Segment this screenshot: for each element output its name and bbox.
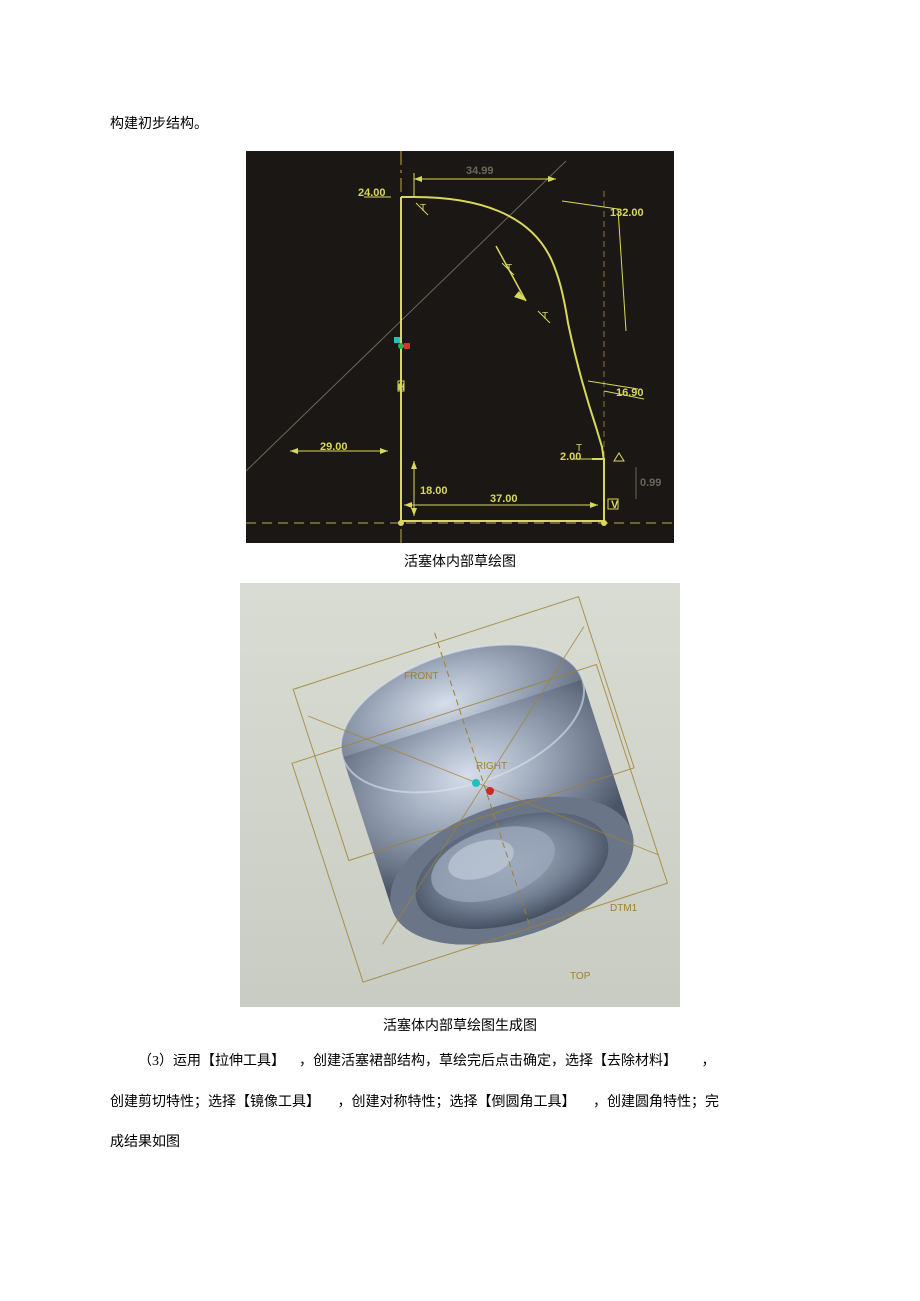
p3a: 创建剪切特性；选择【镜像工具】 (110, 1095, 320, 1110)
label-h: H (398, 382, 405, 392)
figure-2-render: FRONT RIGHT DTM1 TOP (240, 583, 680, 1007)
dim-3499: 34.99 (466, 165, 494, 177)
plane-front: FRONT (404, 671, 438, 682)
paragraph-5: 成结果如图 (110, 1128, 810, 1159)
render-svg (240, 583, 680, 1007)
label-v: V (611, 499, 618, 511)
p2b: ，创建活塞裙部结构，草绘完后点击确定，选择【去除材料】 (299, 1054, 677, 1069)
caption-1: 活塞体内部草绘图 (110, 551, 810, 571)
dim-2: 2.00 (560, 451, 581, 463)
paragraph-3: （3）运用【拉伸工具】 ，创建活塞裙部结构，草绘完后点击确定，选择【去除材料】 … (110, 1047, 810, 1078)
figure-2-wrap: FRONT RIGHT DTM1 TOP (110, 583, 810, 1007)
plane-top: TOP (570, 971, 590, 982)
p3b: ，创建对称特性；选择【倒圆角工具】 (338, 1095, 576, 1110)
dim-1690: 16.90 (616, 387, 644, 399)
p2a: （3）运用【拉伸工具】 (138, 1054, 285, 1069)
p3c: ，创建圆角特性；完 (593, 1095, 719, 1110)
dim-24: 24.00 (358, 187, 386, 199)
plane-right: RIGHT (476, 761, 507, 772)
dim-18: 18.00 (420, 485, 448, 497)
dim-29: 29.00 (320, 441, 348, 453)
p2c: ， (702, 1054, 716, 1069)
dim-099: 0.99 (640, 477, 661, 489)
dim-132: 132.00 (610, 207, 644, 219)
paragraph-intro: 构建初步结构。 (110, 110, 810, 141)
caption-2: 活塞体内部草绘图生成图 (110, 1015, 810, 1035)
figure-1-sketch: T T T T 24.00 34.99 132.00 16.90 29.00 1… (246, 151, 674, 543)
dim-37: 37.00 (490, 493, 518, 505)
paragraph-4: 创建剪切特性；选择【镜像工具】 ，创建对称特性；选择【倒圆角工具】 ，创建圆角特… (110, 1088, 810, 1119)
figure-1-wrap: T T T T 24.00 34.99 132.00 16.90 29.00 1… (110, 151, 810, 543)
plane-dtm1: DTM1 (610, 903, 637, 914)
